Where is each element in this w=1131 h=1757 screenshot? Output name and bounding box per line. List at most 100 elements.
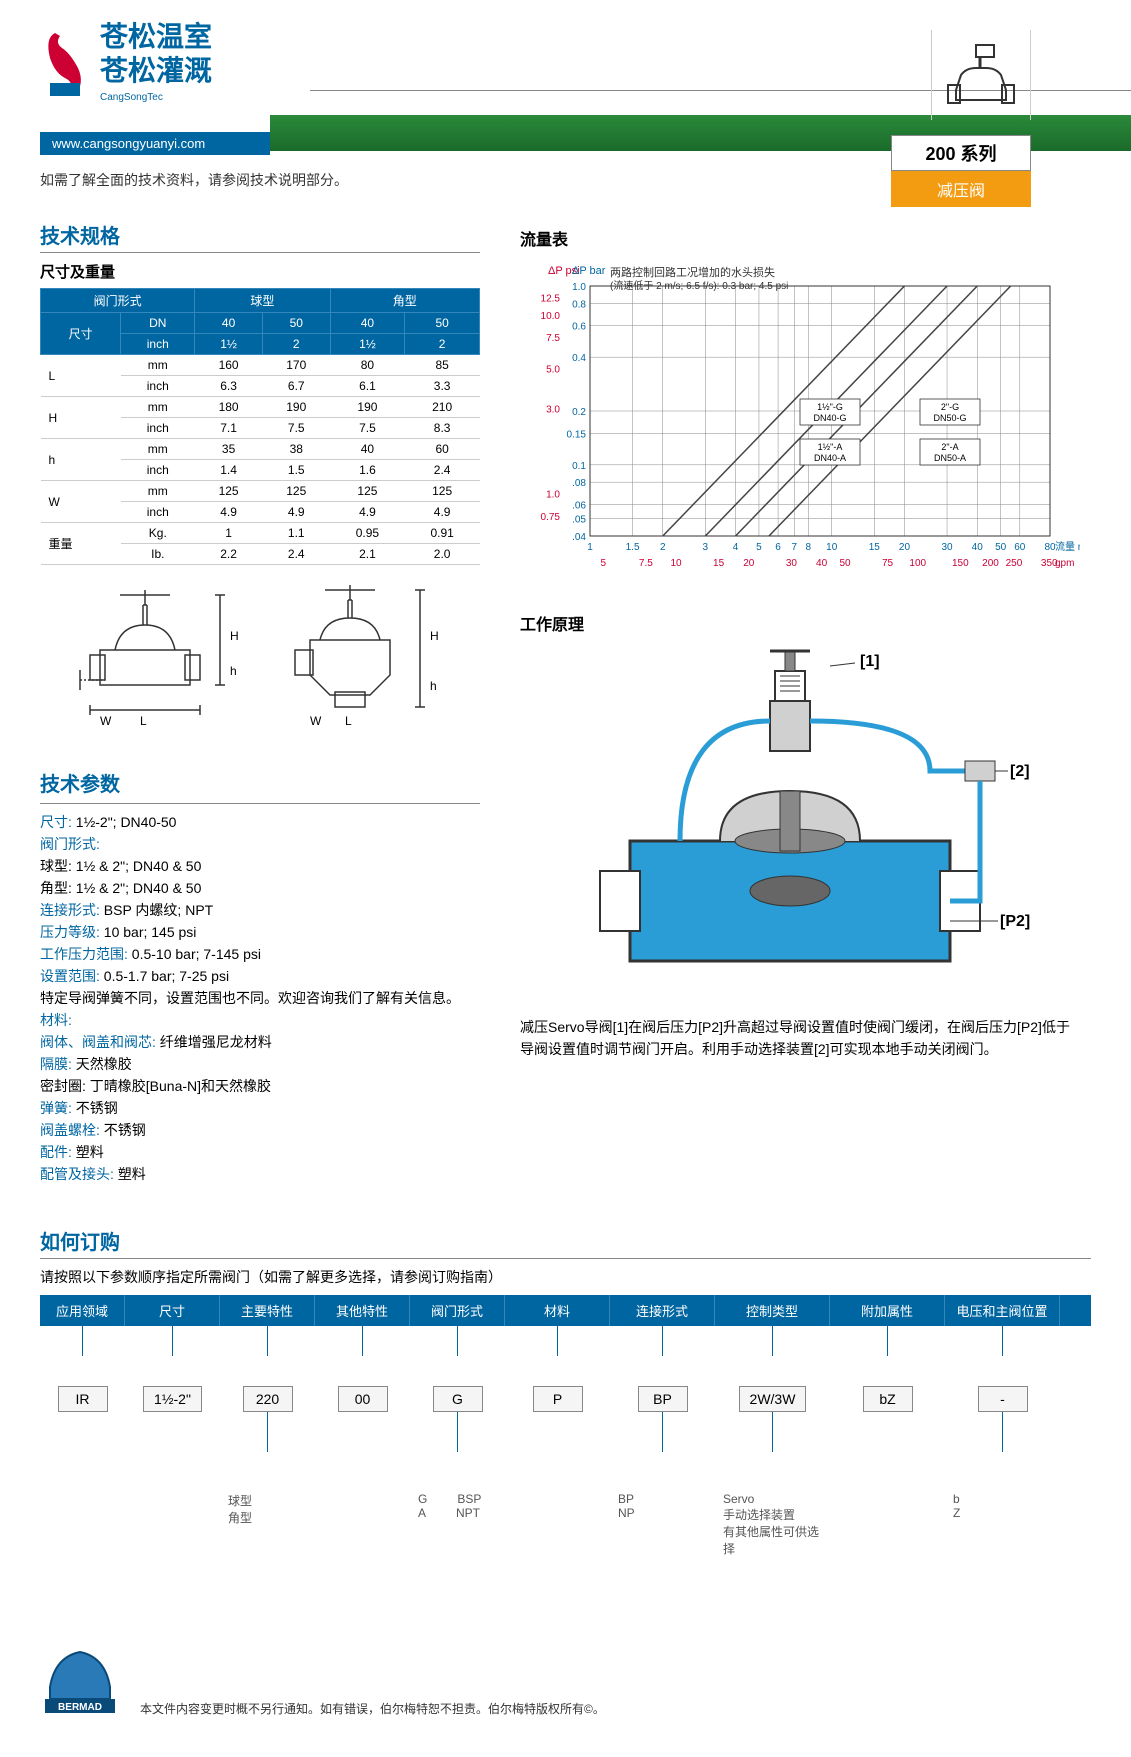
svg-text:75: 75 — [882, 558, 894, 569]
order-option-lines — [40, 1412, 1060, 1452]
svg-text:7.5: 7.5 — [546, 333, 560, 344]
work-principle-title: 工作原理 — [520, 611, 1080, 635]
th-dn: DN — [121, 313, 195, 334]
url-bar: www.cangsongyuanyi.com — [40, 132, 270, 155]
company-name-2: 苍松灌溉 — [100, 54, 212, 88]
svg-text:1.0: 1.0 — [546, 490, 560, 501]
svg-text:60: 60 — [1014, 542, 1026, 553]
ordering-note: 请按照以下参数顺序指定所需阀门（如需了解更多选择，请参阅订购指南） — [40, 1267, 1091, 1287]
top-note: 如需了解全面的技术资料，请参阅技术说明部分。 — [40, 170, 348, 190]
svg-text:10.0: 10.0 — [541, 311, 561, 322]
svg-text:5: 5 — [601, 558, 607, 569]
valve-diagram-angle: H h L W — [275, 580, 445, 740]
ordering-section: 如何订购 请按照以下参数顺序指定所需阀门（如需了解更多选择，请参阅订购指南） 应… — [40, 1226, 1091, 1557]
tech-spec-title: 技术规格 — [40, 220, 480, 253]
order-values: IR1½-2"22000GPBP2W/3WbZ- — [40, 1386, 1091, 1412]
svg-text:2: 2 — [660, 542, 666, 553]
svg-text:10: 10 — [670, 558, 682, 569]
valve-diagram-ball: H h L W — [75, 580, 245, 740]
svg-text:.06: .06 — [572, 501, 586, 512]
order-options: 球型角型GBSPANPTBPNPServo手动选择装置有其他属性可供选择bZ — [40, 1492, 1091, 1557]
svg-text:0.2: 0.2 — [572, 407, 586, 418]
svg-text:7.5: 7.5 — [639, 558, 653, 569]
th-valve-type: 阀门形式 — [41, 289, 195, 313]
th-angle: 角型 — [330, 289, 479, 313]
svg-text:15: 15 — [713, 558, 725, 569]
svg-text:W: W — [100, 714, 112, 728]
svg-text:50: 50 — [839, 558, 851, 569]
svg-text:7: 7 — [791, 542, 797, 553]
dimensions-table: 阀门形式 球型 角型 尺寸 DN 40 50 40 50 inch 1½ — [40, 288, 480, 565]
svg-text:4: 4 — [733, 542, 739, 553]
svg-text:0.1: 0.1 — [572, 461, 586, 472]
svg-text:L: L — [345, 714, 352, 728]
valve-icon — [946, 40, 1016, 110]
svg-text:DN50-A: DN50-A — [934, 453, 966, 463]
svg-text:0.4: 0.4 — [572, 353, 586, 364]
svg-text:3: 3 — [703, 542, 709, 553]
svg-text:h: h — [430, 679, 437, 693]
svg-text:.05: .05 — [572, 515, 586, 526]
svg-text:2"-A: 2"-A — [941, 442, 958, 452]
order-headers: 应用领域尺寸主要特性其他特性阀门形式材料连接形式控制类型附加属性电压和主阀位置 — [40, 1295, 1091, 1326]
svg-text:BERMAD: BERMAD — [58, 1702, 102, 1713]
bermad-logo-icon: BERMAD — [40, 1637, 120, 1717]
svg-text:1.0: 1.0 — [572, 282, 586, 293]
svg-text:gpm: gpm — [1055, 558, 1074, 569]
series-number: 200 系列 — [891, 135, 1031, 171]
svg-text:8: 8 — [806, 542, 812, 553]
tech-params: 技术参数 尺寸: 1½-2"; DN40-50 阀门形式: 球型: 1½ & 2… — [40, 770, 480, 1185]
header: 苍松温室 苍松灌溉 CangSongTec www.cangsongyuanyi… — [40, 20, 1091, 160]
svg-text:h: h — [230, 664, 237, 678]
svg-text:0.8: 0.8 — [572, 299, 586, 310]
svg-text:H: H — [230, 629, 239, 643]
svg-text:20: 20 — [899, 542, 911, 553]
svg-text:.08: .08 — [572, 478, 586, 489]
svg-text:[2]: [2] — [1010, 763, 1030, 780]
svg-text:0.6: 0.6 — [572, 322, 586, 333]
footer: BERMAD 本文件内容变更时概不另行通知。如有错误，伯尔梅特恕不担责。伯尔梅特… — [40, 1637, 1091, 1717]
svg-text:1½"-A: 1½"-A — [818, 442, 843, 452]
svg-text:0.75: 0.75 — [541, 512, 561, 523]
ordering-title: 如何订购 — [40, 1226, 1091, 1259]
flow-chart: ΔP psiΔP bar1.00.80.60.40.20.150.1.08.06… — [520, 256, 1080, 586]
th-inch: inch — [121, 334, 195, 355]
order-connector-lines — [40, 1326, 1060, 1356]
svg-text:2"-G: 2"-G — [941, 402, 959, 412]
svg-text:100: 100 — [909, 558, 926, 569]
series-box: 200 系列 减压阀 — [891, 135, 1031, 207]
svg-text:H: H — [430, 629, 439, 643]
svg-text:40: 40 — [972, 542, 984, 553]
svg-text:5.0: 5.0 — [546, 365, 560, 376]
svg-text:(流速低于 2 m/s; 6.5 f/s): 0.3 bar: (流速低于 2 m/s; 6.5 f/s): 0.3 bar; 4.5 psi — [610, 279, 788, 292]
company-name-en: CangSongTec — [100, 92, 163, 103]
svg-text:200: 200 — [982, 558, 999, 569]
valve-diagrams: H h L W H — [40, 580, 480, 740]
svg-text:1½"-G: 1½"-G — [817, 402, 843, 412]
svg-text:50: 50 — [995, 542, 1007, 553]
svg-text:250: 250 — [1006, 558, 1023, 569]
svg-text:DN40-A: DN40-A — [814, 453, 846, 463]
svg-text:两路控制回路工况增加的水头损失: 两路控制回路工况增加的水头损失 — [610, 265, 775, 279]
logo-area: 苍松温室 苍松灌溉 CangSongTec — [40, 20, 212, 105]
svg-text:1: 1 — [587, 542, 593, 553]
principle-diagram: [1] [2] [P2] — [520, 641, 1080, 1001]
dimensions-title: 尺寸及重量 — [40, 261, 480, 282]
svg-text:15: 15 — [869, 542, 881, 553]
svg-text:DN50-G: DN50-G — [933, 413, 966, 423]
svg-text:[P2]: [P2] — [1000, 913, 1030, 930]
svg-text:ΔP bar: ΔP bar — [572, 265, 606, 277]
svg-text:.04: .04 — [572, 532, 586, 543]
svg-text:DN40-G: DN40-G — [813, 413, 846, 423]
flow-chart-title: 流量表 — [520, 226, 1080, 250]
svg-text:[1]: [1] — [860, 653, 880, 670]
th-size: 尺寸 — [41, 313, 121, 355]
svg-text:30: 30 — [941, 542, 953, 553]
svg-text:0.15: 0.15 — [567, 429, 587, 440]
svg-text:6: 6 — [775, 542, 781, 553]
valve-icon-box — [931, 30, 1031, 120]
svg-text:150: 150 — [952, 558, 969, 569]
principle-text: 减压Servo导阀[1]在阀后压力[P2]升高超过导阀设置值时使阀门缓闭，在阀后… — [520, 1016, 1080, 1061]
svg-text:30: 30 — [786, 558, 798, 569]
svg-text:10: 10 — [826, 542, 838, 553]
